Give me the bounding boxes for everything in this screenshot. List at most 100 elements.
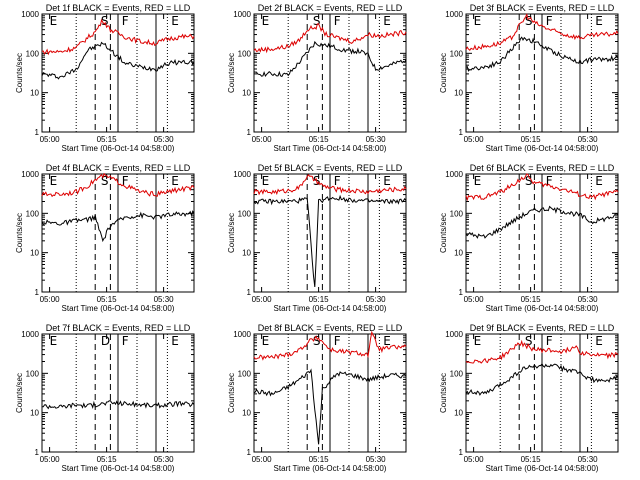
x-tick-label: 05:15 — [97, 135, 118, 144]
y-tick-label: 1000 — [233, 330, 251, 339]
y-axis-label: Counts/sec — [439, 373, 448, 413]
y-tick-label: 10 — [454, 249, 463, 258]
x-axis-label: Start Time (06-Oct-14 04:58:00) — [486, 464, 599, 473]
x-tick-label: 05:30 — [578, 455, 599, 464]
y-tick-label: 1000 — [445, 10, 463, 19]
x-tick-label: 05:00 — [464, 295, 485, 304]
x-tick-label: 05:00 — [252, 455, 273, 464]
events-series-line — [42, 400, 195, 410]
region-letter: E — [50, 334, 58, 348]
y-tick-label: 1000 — [21, 170, 39, 179]
region-letter: E — [474, 174, 482, 188]
events-series-line — [465, 362, 619, 396]
events-series-line — [253, 194, 407, 288]
region-letter: D — [101, 334, 110, 348]
x-tick-label: 05:15 — [521, 135, 542, 144]
panel-title: Det 1f BLACK = Events, RED = LLD — [46, 3, 191, 13]
x-tick-label: 05:00 — [40, 295, 61, 304]
y-tick-label: 1000 — [445, 170, 463, 179]
region-letter: E — [383, 174, 391, 188]
chart-panel: Det 6f BLACK = Events, RED = LLD 1 10 100 10… — [439, 163, 619, 313]
region-letter: F — [334, 14, 341, 28]
chart-panel: Det 9f BLACK = Events, RED = LLD 1 10 100 10… — [439, 323, 619, 473]
y-tick-label: 100 — [26, 209, 40, 218]
region-letter: E — [383, 14, 391, 28]
y-tick-label: 1 — [459, 448, 464, 457]
y-axis-label: Counts/sec — [439, 213, 448, 253]
x-tick-label: 05:00 — [464, 135, 485, 144]
y-axis-label: Counts/sec — [15, 373, 24, 413]
x-tick-label: 05:00 — [40, 135, 61, 144]
y-tick-label: 1 — [35, 448, 40, 457]
y-axis-label: Counts/sec — [227, 53, 236, 93]
panel-title: Det 3f BLACK = Events, RED = LLD — [470, 3, 615, 13]
x-tick-label: 05:30 — [578, 135, 599, 144]
y-axis-label: Counts/sec — [15, 213, 24, 253]
events-series-line — [41, 41, 195, 80]
y-tick-label: 1 — [35, 128, 40, 137]
region-letter: E — [474, 14, 482, 28]
region-letter: F — [122, 334, 129, 348]
panel-title: Det 2f BLACK = Events, RED = LLD — [258, 3, 403, 13]
x-tick-label: 05:30 — [154, 295, 175, 304]
x-axis-label: Start Time (06-Oct-14 04:58:00) — [274, 304, 387, 313]
x-axis-label: Start Time (06-Oct-14 04:58:00) — [486, 144, 599, 153]
region-letter: E — [595, 14, 603, 28]
y-tick-label: 1 — [35, 288, 40, 297]
x-tick-label: 05:15 — [521, 295, 542, 304]
chart-panel: Det 8f BLACK = Events, RED = LLD 1 10 100 10… — [227, 323, 407, 473]
region-letter: S — [525, 334, 533, 348]
region-letter: E — [262, 14, 270, 28]
region-letter: F — [334, 334, 341, 348]
chart-panel: Det 1f BLACK = Events, RED = LLD 1 10 100 10… — [15, 3, 195, 153]
lld-series-line — [41, 172, 195, 198]
x-tick-label: 05:15 — [309, 295, 330, 304]
x-axis-label: Start Time (06-Oct-14 04:58:00) — [274, 144, 387, 153]
region-letter: S — [101, 174, 109, 188]
y-tick-label: 1 — [247, 288, 252, 297]
x-axis-label: Start Time (06-Oct-14 04:58:00) — [274, 464, 387, 473]
y-tick-label: 10 — [30, 89, 39, 98]
y-tick-label: 10 — [242, 249, 251, 258]
lld-series-line — [253, 330, 407, 361]
events-series-line — [41, 210, 195, 243]
region-letter: F — [122, 174, 129, 188]
y-tick-label: 100 — [238, 369, 252, 378]
y-tick-label: 100 — [450, 369, 464, 378]
x-axis-label: Start Time (06-Oct-14 04:58:00) — [62, 304, 175, 313]
x-axis-label: Start Time (06-Oct-14 04:58:00) — [62, 144, 175, 153]
y-tick-label: 10 — [30, 249, 39, 258]
y-tick-label: 10 — [242, 409, 251, 418]
x-axis-label: Start Time (06-Oct-14 04:58:00) — [62, 464, 175, 473]
lld-series-line — [465, 13, 619, 51]
region-letter: E — [171, 14, 179, 28]
y-tick-label: 100 — [450, 209, 464, 218]
lld-series-line — [41, 18, 195, 56]
y-tick-label: 10 — [30, 409, 39, 418]
y-tick-label: 1000 — [21, 10, 39, 19]
region-letter: E — [50, 174, 58, 188]
x-tick-label: 05:30 — [578, 295, 599, 304]
y-tick-label: 1 — [459, 128, 464, 137]
y-tick-label: 10 — [242, 89, 251, 98]
y-tick-label: 1000 — [233, 170, 251, 179]
region-letter: E — [595, 334, 603, 348]
region-letter: S — [313, 14, 321, 28]
region-letter: F — [334, 174, 341, 188]
lld-series-line — [253, 23, 407, 54]
panel-title: Det 4f BLACK = Events, RED = LLD — [46, 163, 191, 173]
chart-panel: Det 3f BLACK = Events, RED = LLD 1 10 100 10… — [439, 3, 619, 153]
region-letter: E — [474, 334, 482, 348]
y-tick-label: 100 — [238, 49, 252, 58]
y-tick-label: 10 — [454, 409, 463, 418]
chart-panel: Det 7f BLACK = Events, RED = LLD 1 10 100 10… — [15, 323, 195, 473]
region-letter: E — [595, 174, 603, 188]
region-letter: S — [525, 174, 533, 188]
region-letter: E — [50, 14, 58, 28]
y-tick-label: 1 — [247, 128, 252, 137]
panel-title: Det 5f BLACK = Events, RED = LLD — [258, 163, 403, 173]
lld-series-line — [465, 339, 619, 364]
y-tick-label: 1 — [459, 288, 464, 297]
y-tick-label: 100 — [26, 49, 40, 58]
